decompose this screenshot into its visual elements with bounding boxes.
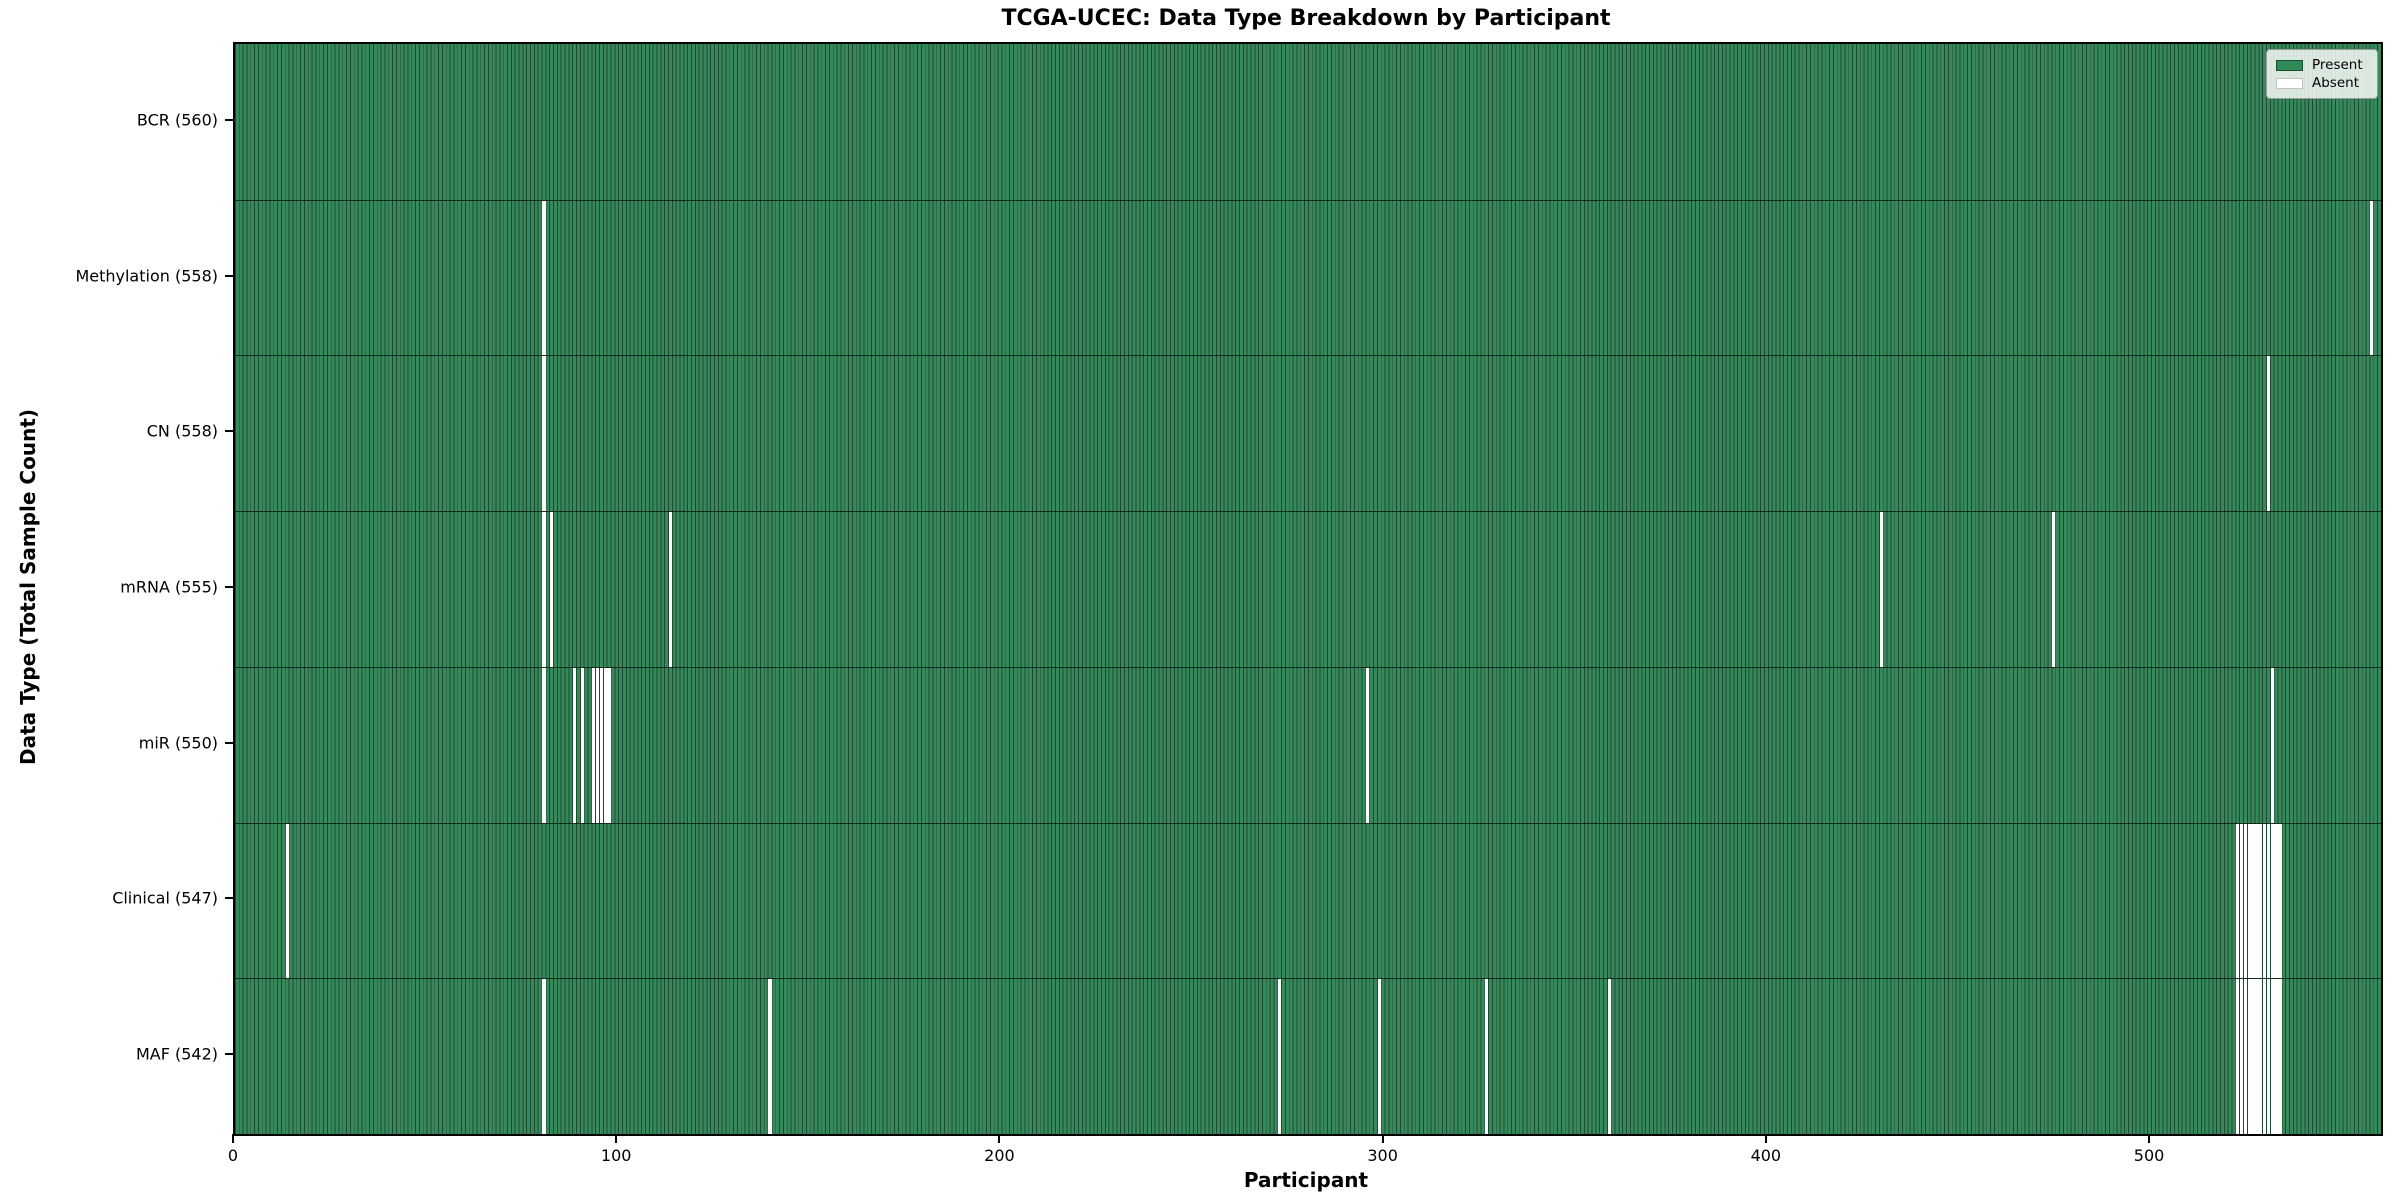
absent-bar <box>2243 823 2248 979</box>
absent-bar <box>2255 823 2259 979</box>
absent-bar <box>2247 823 2251 979</box>
absent-bar <box>1607 979 1611 1134</box>
absent-bar <box>599 667 604 823</box>
absent-bar <box>542 356 546 512</box>
legend-present-label: Present <box>2312 57 2363 73</box>
absent-bar <box>595 667 600 823</box>
absent-bar <box>572 667 577 823</box>
xtick-mark <box>615 1134 618 1143</box>
absent-bar <box>592 667 596 823</box>
ytick-mark <box>225 897 233 900</box>
xtick-mark <box>998 1134 1001 1143</box>
absent-bar <box>2251 979 2255 1134</box>
xtick-mark <box>2148 1134 2151 1143</box>
chart-title: TCGA-UCEC: Data Type Breakdown by Partic… <box>1001 6 1611 31</box>
legend-item-present: Present <box>2276 56 2369 74</box>
ytick-label-CN: CN (558) <box>146 421 218 441</box>
absent-bar <box>668 512 672 667</box>
absent-bar <box>2270 667 2274 823</box>
absent-bar <box>2259 823 2263 979</box>
absent-bar <box>607 667 611 823</box>
row-Methylation <box>235 199 2381 356</box>
absent-bar <box>2052 512 2056 667</box>
xtick-label-300: 300 <box>1367 1146 1398 1165</box>
legend-present-swatch <box>2276 59 2303 71</box>
xtick-label-200: 200 <box>984 1146 1015 1165</box>
absent-bar <box>2236 979 2240 1134</box>
xtick-mark <box>1381 1134 1384 1143</box>
ytick-label-BCR: BCR (560) <box>136 110 218 130</box>
plot-area <box>233 42 2383 1136</box>
absent-bar <box>2266 979 2271 1134</box>
absent-bar <box>2266 356 2271 512</box>
absent-bar <box>1879 512 1883 667</box>
ytick-mark <box>225 118 233 121</box>
absent-bar <box>2370 200 2374 356</box>
absent-bar <box>603 667 607 823</box>
xtick-label-400: 400 <box>1750 1146 1782 1165</box>
absent-bar <box>2262 823 2267 979</box>
ytick-mark <box>225 741 233 744</box>
absent-bar <box>2255 979 2259 1134</box>
absent-bar <box>2239 823 2244 979</box>
absent-bar <box>1366 667 1370 823</box>
ytick-label-mRNA: mRNA (555) <box>120 577 218 597</box>
row-CN <box>235 355 2381 512</box>
ytick-mark <box>225 274 233 277</box>
ytick-mark <box>225 1053 233 1056</box>
absent-bar <box>549 512 554 667</box>
absent-bar <box>1484 979 1489 1134</box>
xtick-mark <box>1764 1134 1767 1143</box>
legend-item-absent: Absent <box>2276 74 2369 92</box>
absent-bar <box>2259 979 2263 1134</box>
absent-bar <box>580 667 584 823</box>
absent-bar <box>2262 979 2267 1134</box>
absent-bar <box>1377 979 1381 1134</box>
absent-bar <box>2236 823 2240 979</box>
absent-bar <box>2278 823 2282 979</box>
legend: Present Absent <box>2266 49 2378 99</box>
absent-bar <box>2266 823 2271 979</box>
absent-bar <box>2274 979 2278 1134</box>
ytick-label-MAF: MAF (542) <box>135 1044 218 1064</box>
absent-bar <box>768 979 772 1134</box>
row-MAF <box>235 978 2381 1134</box>
absent-bar <box>2270 823 2274 979</box>
row-mRNA <box>235 511 2381 667</box>
absent-bar <box>2243 979 2248 1134</box>
xtick-label-500: 500 <box>2133 1146 2165 1165</box>
legend-absent-label: Absent <box>2312 75 2359 91</box>
absent-bar <box>542 200 546 356</box>
absent-bar <box>542 979 546 1134</box>
absent-bar <box>285 823 289 979</box>
legend-absent-swatch <box>2276 77 2303 89</box>
absent-bar <box>1278 979 1282 1134</box>
ytick-mark <box>225 430 233 433</box>
absent-bar <box>2278 979 2282 1134</box>
xtick-label-100: 100 <box>600 1146 632 1165</box>
ytick-label-Clinical: Clinical (547) <box>112 888 218 908</box>
absent-bar <box>2251 823 2255 979</box>
absent-bar <box>2247 979 2251 1134</box>
xtick-mark <box>232 1134 234 1143</box>
row-Clinical <box>235 822 2381 979</box>
x-axis-label: Participant <box>1243 1168 1369 1192</box>
ytick-label-Methylation: Methylation (558) <box>75 266 218 286</box>
absent-bar <box>2239 979 2244 1134</box>
ytick-mark <box>225 586 233 588</box>
ytick-label-miR: miR (550) <box>138 733 218 753</box>
xtick-label-0: 0 <box>227 1146 239 1165</box>
row-miR <box>235 666 2381 823</box>
absent-bar <box>542 512 546 667</box>
absent-bar <box>2274 823 2278 979</box>
absent-bar <box>542 667 546 823</box>
absent-bar <box>2270 979 2274 1134</box>
row-BCR <box>235 44 2381 200</box>
